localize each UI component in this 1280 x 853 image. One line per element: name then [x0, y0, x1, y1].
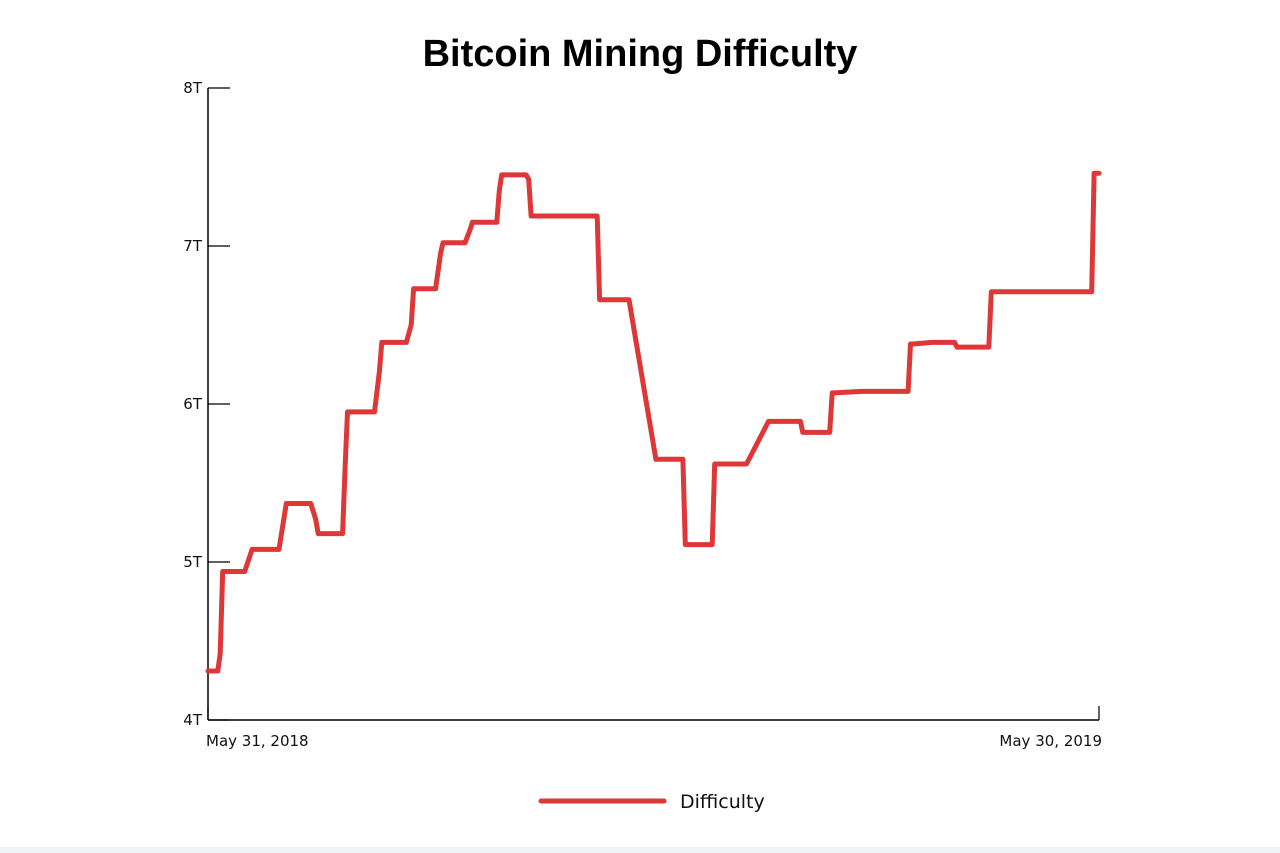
series-group: [205, 170, 1102, 674]
chart-title: Bitcoin Mining Difficulty: [423, 33, 858, 75]
y-tick-label: 8T: [183, 79, 203, 97]
x-tick-label: May 30, 2019: [999, 732, 1102, 750]
y-axis-ticks: 4T 5T 6T 7T 8T: [183, 79, 230, 729]
bottom-edge-strip: [0, 847, 1280, 853]
x-axis-ticks: May 31, 2018 May 30, 2019: [206, 706, 1102, 750]
x-tick-label: May 31, 2018: [206, 732, 309, 750]
y-tick-label: 7T: [183, 237, 203, 255]
legend-label: Difficulty: [680, 791, 765, 813]
y-tick-label: 6T: [183, 395, 203, 413]
y-tick-label: 5T: [183, 553, 203, 571]
legend: Difficulty: [538, 791, 765, 813]
series-line-difficulty: [205, 170, 1102, 674]
y-tick-label: 4T: [183, 711, 203, 729]
